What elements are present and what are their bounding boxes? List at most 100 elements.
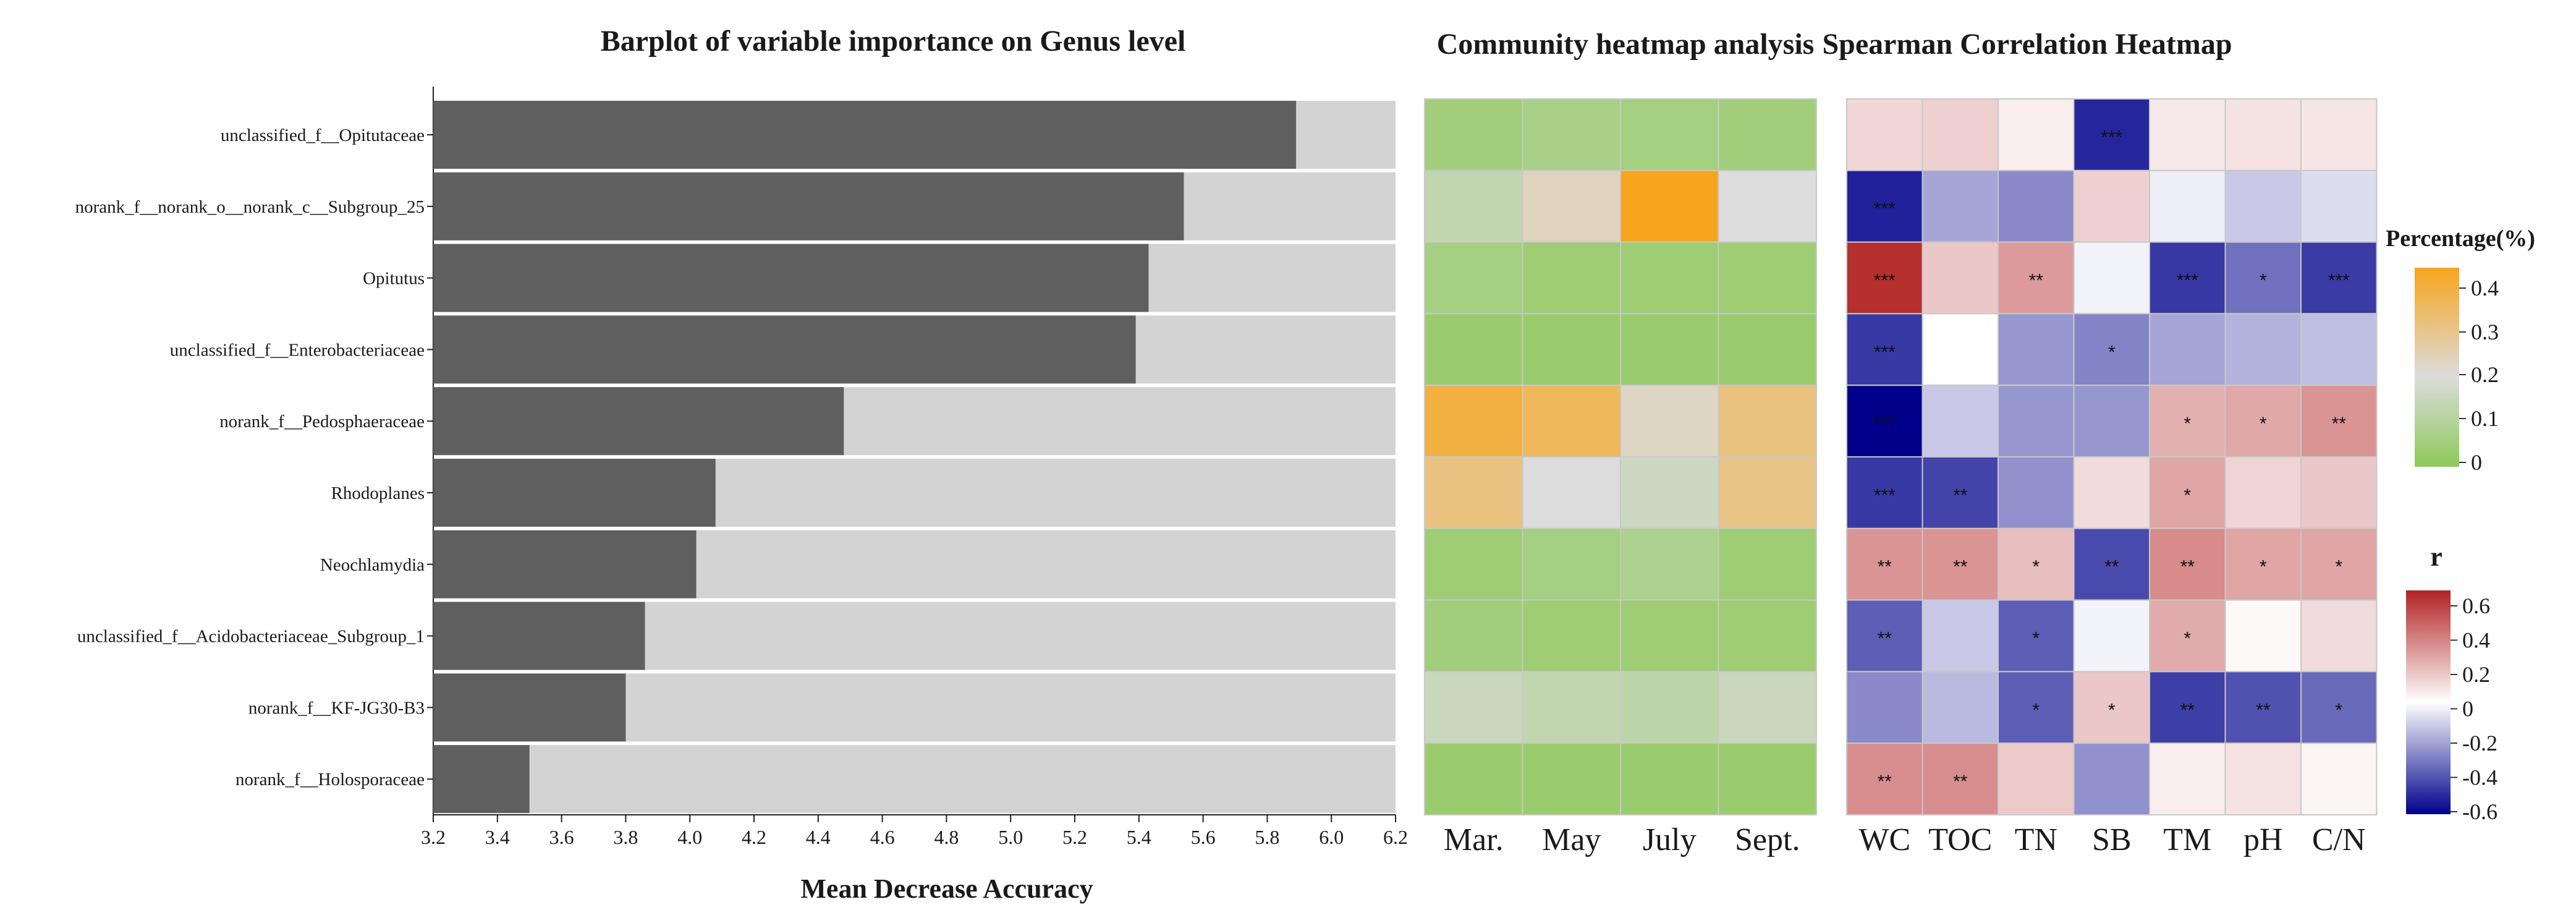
percentage-legend-title: Percentage(%) (2386, 226, 2535, 252)
significance-mark: * (2260, 271, 2267, 291)
spearman-heatmap-x-labels: WC TOC TN SB TM pH C/N (1858, 822, 2365, 857)
spearman-heatmap-cell (2073, 742, 2150, 815)
significance-mark: *** (2177, 271, 2198, 291)
x-tick-label: 5.8 (1255, 826, 1279, 848)
significance-mark: * (2335, 700, 2342, 720)
significance-mark: *** (1874, 414, 1896, 434)
community-heatmap-cell (1718, 599, 1817, 673)
community-heatmap-cell (1718, 671, 1817, 744)
barplot-title: Barplot of variable importance on Genus … (601, 25, 1186, 57)
spearman-heatmap-cell (2300, 169, 2378, 243)
spearman-heatmap-cell (2073, 98, 2150, 171)
community-heatmap-cell (1718, 385, 1817, 458)
genus-label: unclassified_f__Opitutaceae (221, 125, 425, 145)
community-heatmap-x-labels: Mar. May July Sept. (1444, 822, 1800, 857)
spearman-heatmap-x-label: TN (2015, 822, 2057, 857)
spearman-heatmap-title: Spearman Correlation Heatmap (1822, 28, 2232, 61)
bar (433, 244, 1149, 312)
community-heatmap: Community heatmap analysis Mar. May July Se… (1424, 28, 1817, 857)
correlation-legend-tick: 0.6 (2462, 593, 2490, 618)
spearman-heatmap-cell (2149, 527, 2226, 601)
spearman-heatmap-cell (2300, 98, 2378, 171)
spearman-heatmap-cell (1921, 742, 1999, 815)
spearman-heatmap-cell (1921, 456, 1999, 529)
bar (433, 530, 697, 598)
correlation-legend-ticks: 0.6 0.4 0.2 0 -0.2 -0.4 -0.6 (2451, 593, 2498, 824)
spearman-heatmap-cell (1921, 169, 1999, 243)
significance-mark: ** (1953, 485, 1968, 506)
spearman-heatmap-cell (2224, 456, 2302, 529)
community-heatmap-cell (1424, 671, 1523, 744)
community-heatmap-cell (1424, 313, 1523, 386)
bar (433, 101, 1297, 169)
genus-label: norank_f__norank_o__norank_c__Subgroup_2… (75, 197, 425, 217)
spearman-heatmap-cell (2073, 241, 2150, 315)
significance-mark: ** (1878, 772, 1892, 792)
spearman-heatmap-cell (1846, 599, 1923, 673)
significance-mark: ** (1953, 772, 1968, 792)
correlation-legend-tick: 0 (2462, 697, 2473, 721)
spearman-heatmap-x-label: SB (2092, 822, 2132, 857)
community-heatmap-cell (1620, 98, 1719, 171)
spearman-significance-marks: ********* ** *** * ****** **** * * ***** ** *** ** *… (1874, 127, 2350, 792)
spearman-heatmap-cell (1921, 313, 1999, 386)
community-heatmap-cell (1522, 385, 1621, 458)
spearman-heatmap-x-label: TM (2163, 822, 2211, 857)
spearman-heatmap-cell (2149, 456, 2226, 529)
community-heatmap-cell (1522, 599, 1621, 673)
genus-label: Neochlamydia (320, 555, 425, 575)
bar (433, 745, 530, 814)
community-heatmap-cell (1424, 742, 1523, 815)
community-heatmap-cell (1620, 599, 1719, 673)
spearman-heatmap-cell (2300, 742, 2378, 815)
community-heatmap-cell (1522, 456, 1621, 529)
genus-label: unclassified_f__Enterobacteriaceae (170, 340, 425, 360)
community-heatmap-cell (1718, 98, 1817, 171)
x-tick-label: 6.2 (1383, 826, 1408, 848)
significance-mark: ** (1878, 629, 1892, 649)
significance-mark: ** (2256, 700, 2271, 720)
significance-mark: ** (2180, 557, 2195, 577)
community-heatmap-cell (1424, 456, 1523, 529)
x-tick-label: 3.8 (613, 826, 638, 848)
spearman-heatmap: Spearman Correlation Heatmap ********* **… (1822, 28, 2378, 857)
percentage-legend-ticks: 0.4 0.3 0.2 0.1 0 (2459, 276, 2499, 475)
percentage-legend-bar (2415, 268, 2459, 467)
correlation-legend-tick: 0.4 (2462, 628, 2490, 653)
spearman-heatmap-cell (1921, 527, 1999, 601)
percentage-legend-tick: 0.1 (2471, 406, 2499, 431)
significance-mark: *** (2101, 127, 2122, 148)
significance-mark: ** (1878, 557, 1892, 577)
significance-mark: *** (1874, 271, 1896, 291)
bar (433, 315, 1136, 384)
community-heatmap-cell (1522, 313, 1621, 386)
correlation-legend: r 0.6 0.4 0.2 0 -0.2 -0.4 -0.6 (2406, 542, 2498, 824)
significance-mark: * (2335, 557, 2342, 577)
community-heatmap-cell (1522, 671, 1621, 744)
spearman-heatmap-cell (2300, 599, 2378, 673)
spearman-heatmap-cell (1846, 742, 1923, 815)
spearman-heatmap-cell (2073, 671, 2150, 744)
community-heatmap-cell (1424, 385, 1523, 458)
community-heatmap-cell (1620, 313, 1719, 386)
spearman-heatmap-x-label: C/N (2312, 822, 2366, 857)
spearman-heatmap-cell (2149, 313, 2226, 386)
x-tick-label: 4.2 (742, 826, 766, 848)
significance-mark: * (2032, 629, 2040, 649)
spearman-heatmap-cell (1846, 456, 1923, 529)
community-heatmap-cell (1718, 169, 1817, 243)
bar (433, 673, 626, 742)
community-heatmap-cell (1424, 98, 1523, 171)
bar (433, 387, 844, 456)
community-heatmap-x-label: May (1542, 822, 1601, 857)
significance-mark: * (2260, 557, 2267, 577)
community-heatmap-cell (1620, 742, 1719, 815)
significance-mark: ** (1953, 557, 1968, 577)
spearman-heatmap-cell (2224, 742, 2302, 815)
x-tick-label: 5.4 (1127, 826, 1151, 848)
x-tick-label: 3.4 (485, 826, 510, 848)
significance-mark: *** (2328, 271, 2350, 291)
bar-background (433, 745, 1396, 814)
spearman-heatmap-cell (1846, 98, 1923, 171)
